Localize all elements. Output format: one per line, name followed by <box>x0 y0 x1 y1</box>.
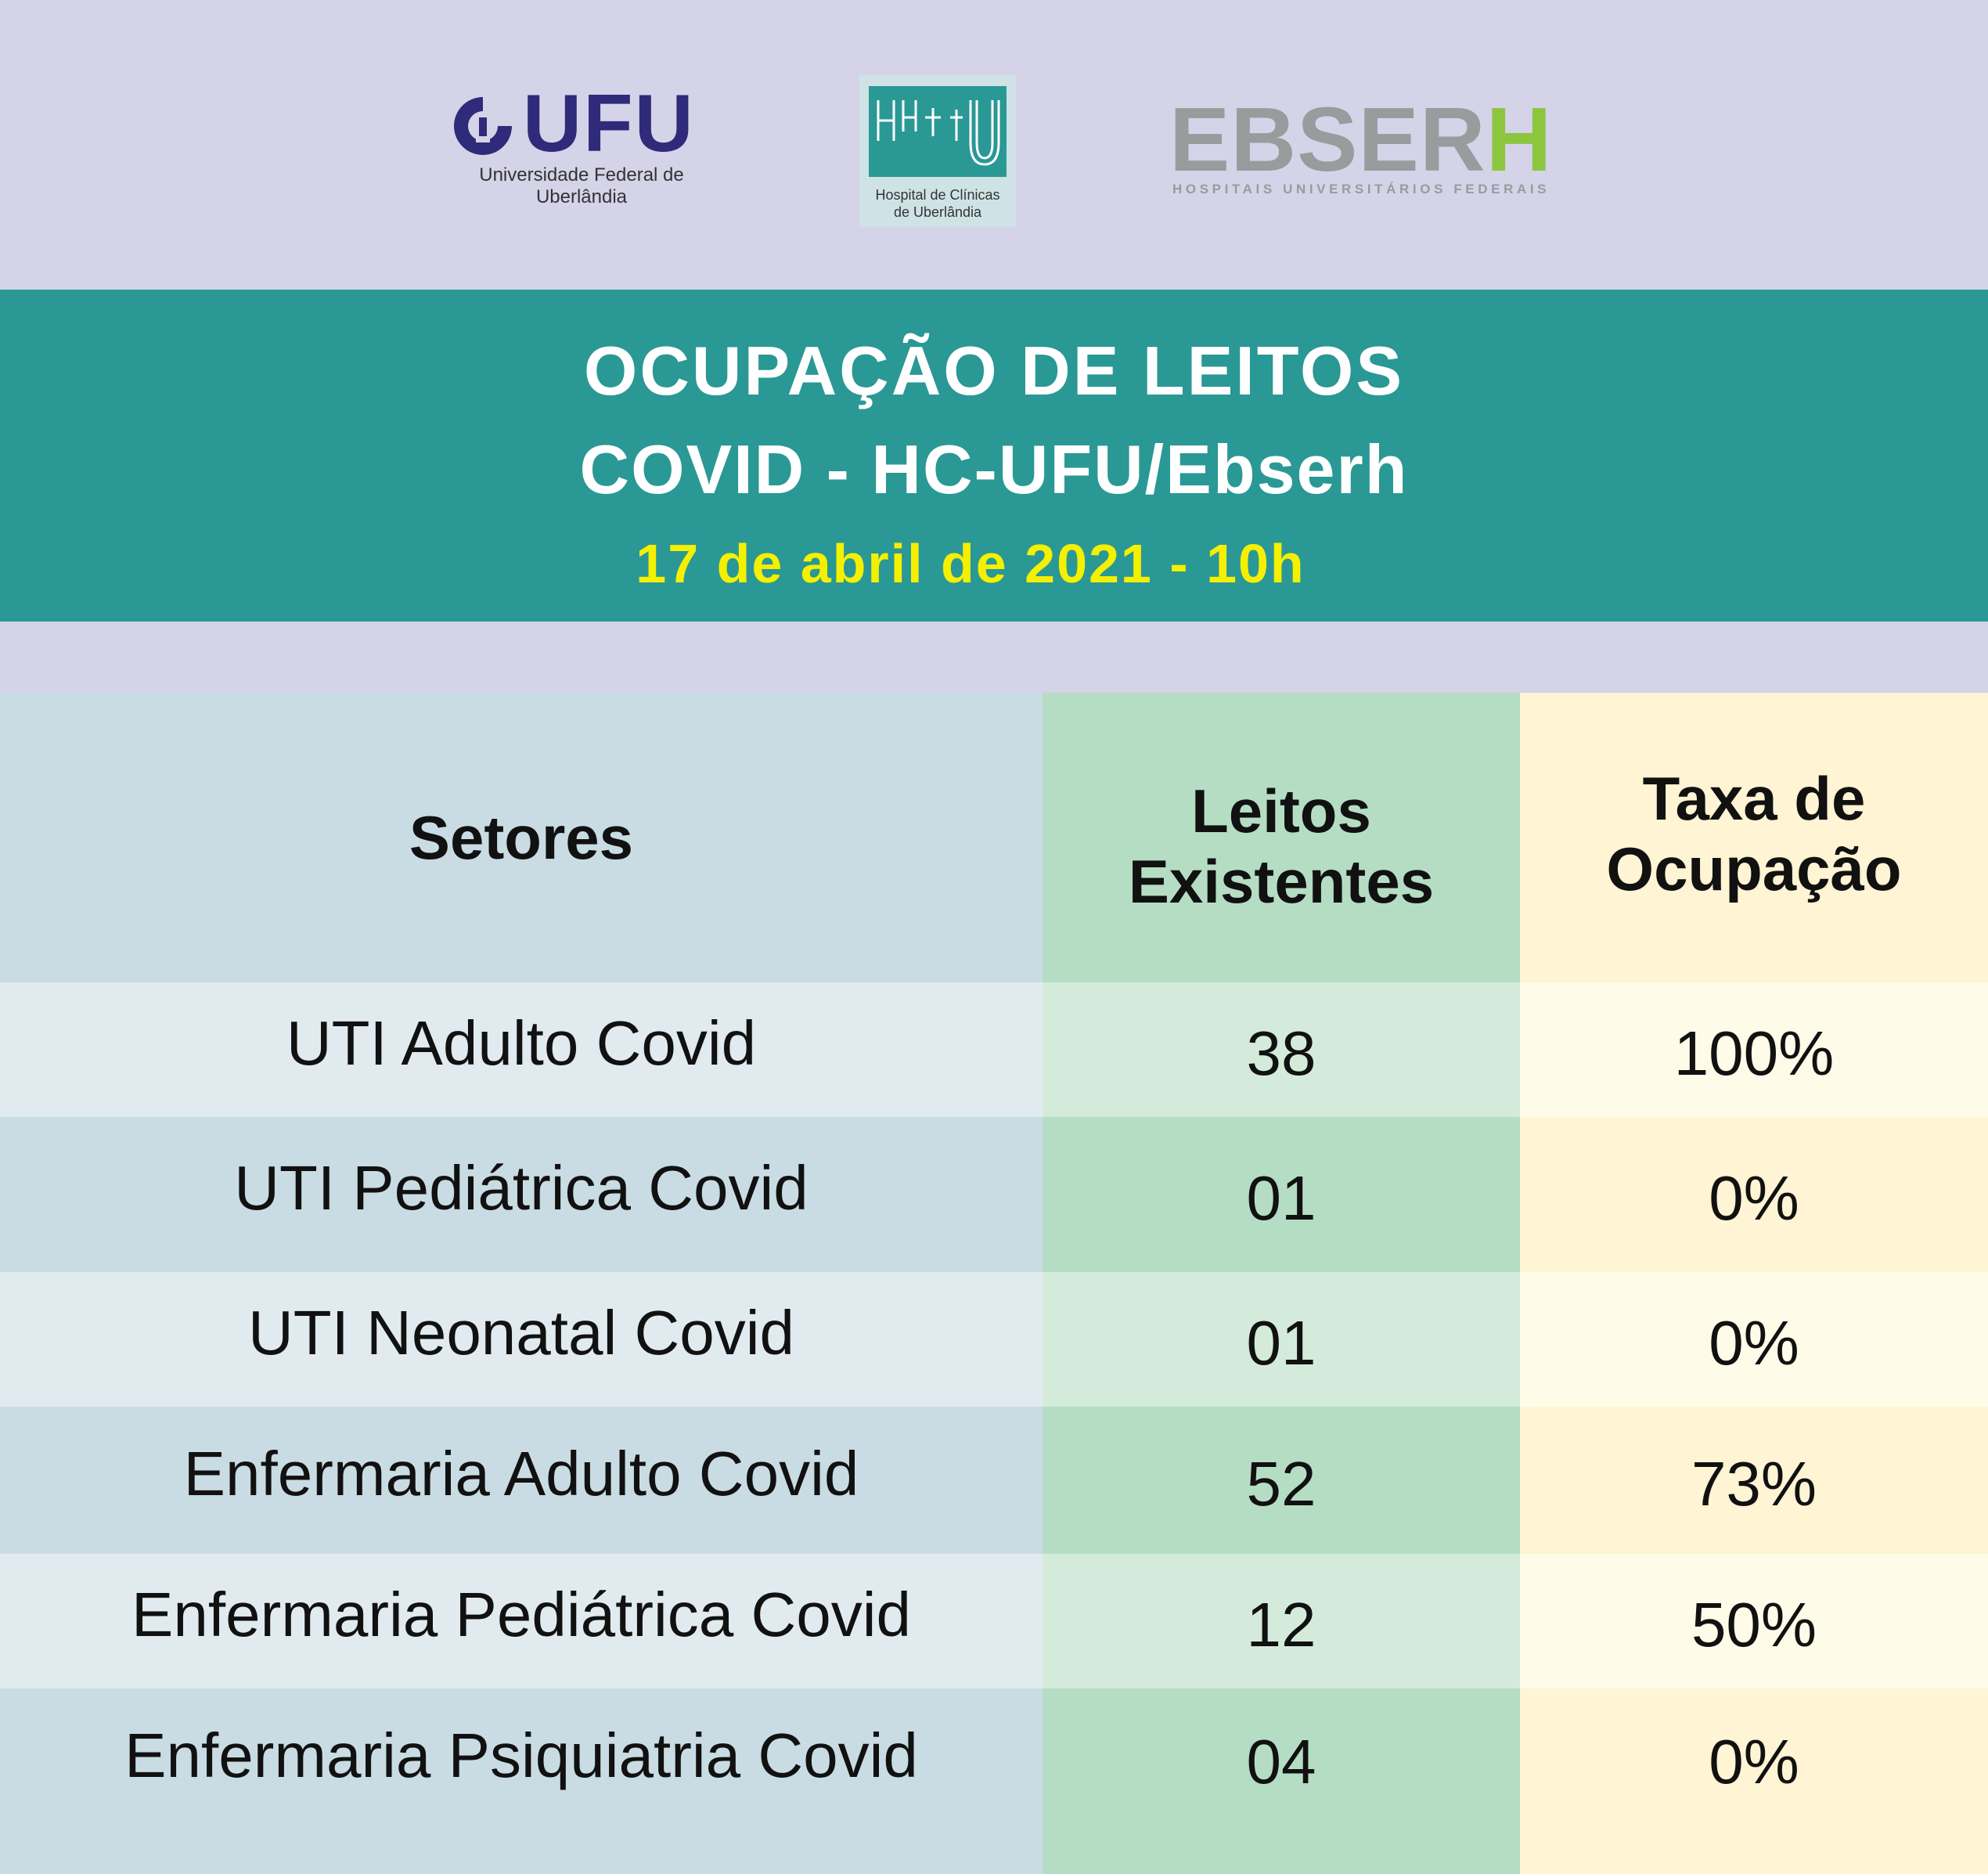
cell-taxa: 0% <box>1520 1688 1988 1874</box>
cell-leitos: 01 <box>1043 1117 1520 1272</box>
title-band: OCUPAÇÃO DE LEITOS COVID - HC-UFU/Ebserh… <box>0 290 1988 622</box>
cell-setor: UTI Adulto Covid <box>0 982 1043 1117</box>
header-setores: Setores <box>0 693 1043 982</box>
ebserh-logo: EBSERH HOSPITAIS UNIVERSITÁRIOS FEDERAIS <box>1169 94 1551 204</box>
title-line2: COVID - HC-UFU/Ebserh <box>579 431 1409 508</box>
cell-taxa: 50% <box>1520 1554 1988 1688</box>
header-taxa-line2: Ocupação <box>1606 834 1902 903</box>
cell-taxa: 0% <box>1520 1272 1988 1407</box>
header-leitos-line2: Existentes <box>1128 847 1435 916</box>
cell-taxa: 100% <box>1520 982 1988 1117</box>
cell-leitos: 38 <box>1043 982 1520 1117</box>
report-date: 17 de abril de 2021 - 10h <box>636 533 1306 594</box>
ebserh-wordmark: EBSERH <box>1169 94 1552 185</box>
header-taxa-line1: Taxa de <box>1642 764 1866 833</box>
hc-uberlandia-logo: Hospital de Clínicas de Uberlândia <box>859 75 1016 227</box>
header-leitos: Leitos Existentes <box>1043 693 1520 982</box>
header-taxa: Taxa de Ocupação <box>1520 693 1988 982</box>
logo-band: UFU Universidade Federal de Uberlândia H… <box>0 0 1988 290</box>
cell-setor: UTI Pediátrica Covid <box>0 1117 1043 1272</box>
hcu-letters-icon <box>877 100 1000 166</box>
ufu-subtitle-line2: Uberlândia <box>535 186 628 207</box>
hcu-subtitle: Hospital de Clínicas de Uberlândia <box>859 186 1016 221</box>
ufu-wordmark: UFU <box>523 78 695 169</box>
cell-leitos: 52 <box>1043 1407 1520 1554</box>
ufu-emblem-icon <box>454 97 512 155</box>
table-row: UTI Neonatal Covid 01 0% <box>0 1272 1988 1407</box>
ufu-logo: UFU Universidade Federal de Uberlândia <box>452 83 711 221</box>
cell-taxa: 73% <box>1520 1407 1988 1554</box>
cell-setor: Enfermaria Pediátrica Covid <box>0 1554 1043 1688</box>
ebserh-wordmark-accent: H <box>1486 88 1553 190</box>
ebserh-subtitle: HOSPITAIS UNIVERSITÁRIOS FEDERAIS <box>1172 182 1550 196</box>
table-row: Enfermaria Adulto Covid 52 73% <box>0 1407 1988 1554</box>
header-leitos-line1: Leitos <box>1191 777 1371 845</box>
hcu-subtitle-line1: Hospital de Clínicas <box>875 187 1000 203</box>
occupancy-table: Setores Leitos Existentes Taxa de Ocupaç… <box>0 693 1988 1874</box>
hcu-subtitle-line2: de Uberlândia <box>893 204 982 220</box>
table-row: UTI Adulto Covid 38 100% <box>0 982 1988 1117</box>
ebserh-wordmark-main: EBSER <box>1169 88 1486 190</box>
ufu-subtitle: Universidade Federal de Uberlândia <box>452 164 711 208</box>
cell-setor: Enfermaria Psiquiatria Covid <box>0 1688 1043 1874</box>
table-row: UTI Pediátrica Covid 01 0% <box>0 1117 1988 1272</box>
ufu-subtitle-line1: Universidade Federal de <box>479 164 684 186</box>
cell-leitos: 01 <box>1043 1272 1520 1407</box>
cell-taxa: 0% <box>1520 1117 1988 1272</box>
cell-setor: Enfermaria Adulto Covid <box>0 1407 1043 1554</box>
cell-leitos: 04 <box>1043 1688 1520 1874</box>
title-line1: OCUPAÇÃO DE LEITOS <box>583 332 1405 409</box>
table-row: Enfermaria Pediátrica Covid 12 50% <box>0 1554 1988 1688</box>
cell-leitos: 12 <box>1043 1554 1520 1688</box>
header-setores-label: Setores <box>409 803 634 872</box>
cell-setor: UTI Neonatal Covid <box>0 1272 1043 1407</box>
hcu-emblem <box>869 86 1007 177</box>
table-row: Enfermaria Psiquiatria Covid 04 0% <box>0 1688 1988 1874</box>
